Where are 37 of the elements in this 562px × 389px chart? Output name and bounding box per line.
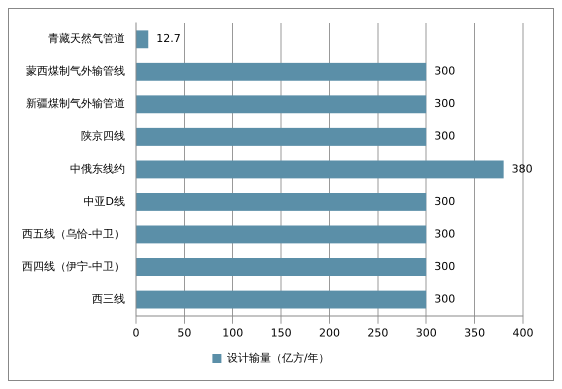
x-tick-label: 350 [464,326,486,340]
y-tick-label: 新疆煤制气外输管道 [26,97,125,110]
data-label: 300 [434,97,456,110]
y-tick-label: 青藏天然气管道 [48,32,125,46]
x-tick-label: 150 [270,326,292,340]
data-label: 300 [434,260,456,273]
bar [136,128,426,146]
legend-label: 设计输量（亿方/年） [226,351,330,364]
bar [136,226,426,244]
y-tick-label: 中亚D线 [83,194,125,208]
y-tick-label: 蒙西煤制气外输管线 [26,64,125,78]
bar [136,290,426,308]
bar [136,192,426,211]
bar [136,95,426,114]
x-tick-label: 400 [512,326,534,340]
data-label: 380 [512,162,533,176]
y-tick-label: 西四线（伊宁-中卫） [22,260,125,273]
bar [136,160,504,178]
bar [136,30,148,48]
y-tick-label: 中俄东线约 [70,162,125,176]
x-tick-label: 200 [318,326,340,340]
x-tick-label: 0 [132,326,140,340]
data-label: 300 [434,227,456,240]
data-label: 300 [434,194,456,208]
x-tick-label: 300 [416,326,437,340]
data-label: 12.7 [156,32,181,46]
data-label: 300 [434,292,456,306]
bar [136,258,426,276]
x-tick-label: 50 [177,326,192,340]
x-tick-label: 250 [367,326,388,340]
y-tick-label: 陕京四线 [80,130,125,143]
x-tick-label: 100 [222,326,244,340]
data-label: 300 [434,130,456,143]
data-label: 300 [434,64,456,78]
y-tick-label: 西三线 [92,292,125,306]
bar [136,62,426,81]
y-tick-label: 西五线（乌恰-中卫） [22,227,125,240]
